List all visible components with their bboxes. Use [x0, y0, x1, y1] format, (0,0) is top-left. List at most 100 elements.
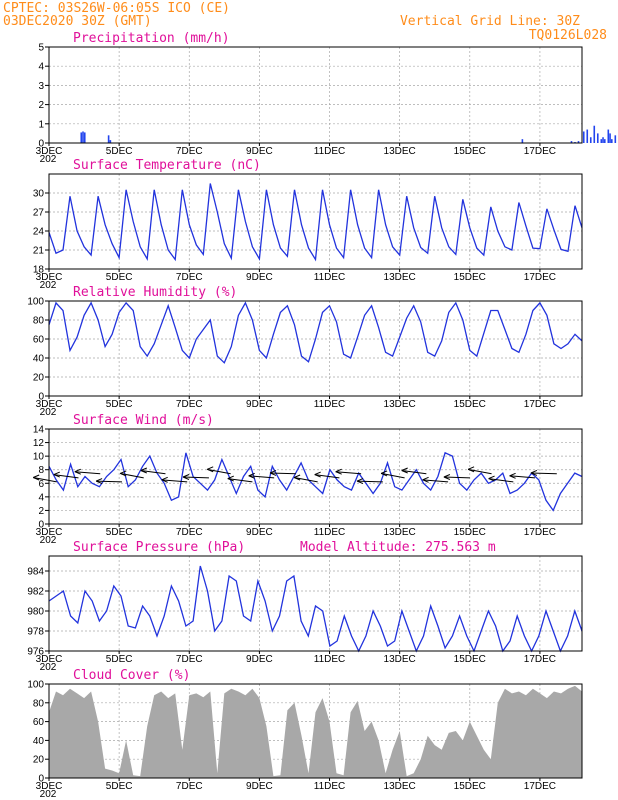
- x-tick-label: 3DEC: [36, 654, 63, 665]
- wind-arrow: [96, 480, 122, 483]
- y-tick-label: 0: [38, 520, 44, 531]
- x-tick-label: 5DEC: [106, 781, 133, 792]
- y-tick-label: 0: [38, 139, 44, 150]
- y-tick-label: 2: [38, 100, 44, 111]
- y-tick-label: 60: [33, 335, 45, 346]
- x-tick-label: 15DEC: [454, 654, 486, 665]
- wind-arrow-head: [207, 466, 214, 473]
- y-tick-label: 2: [38, 506, 44, 517]
- y-tick-label: 100: [27, 680, 44, 691]
- wind-arrow: [53, 474, 79, 479]
- y-tick-label: 978: [27, 627, 44, 638]
- panel-title: Surface Temperature (nC): [73, 158, 261, 173]
- x-tick-label: 7DEC: [176, 527, 203, 538]
- y-tick-label: 0: [38, 774, 44, 785]
- wind-arrow: [227, 478, 253, 483]
- wind-arrow: [381, 472, 405, 479]
- x-tick-label: 11DEC: [314, 399, 346, 410]
- x-tick-label: 11DEC: [314, 781, 346, 792]
- y-tick-label: 40: [33, 354, 45, 365]
- x-year-label: 202: [40, 662, 57, 673]
- plot-frame: [48, 683, 583, 779]
- model-altitude-label: Model Altitude: 275.563 m: [300, 540, 496, 555]
- y-tick-label: 60: [33, 717, 45, 728]
- plot-frame: [48, 555, 583, 652]
- x-year-label: 202: [40, 789, 57, 800]
- y-tick-label: 980: [27, 607, 44, 618]
- plot-frame: [48, 173, 583, 270]
- wind-arrow-head: [248, 472, 255, 479]
- precip-bar: [596, 133, 599, 143]
- wind-arrow: [314, 474, 340, 479]
- wind-arrow-head: [140, 467, 147, 474]
- precip-bar: [82, 131, 84, 143]
- x-tick-label: 9DEC: [246, 654, 273, 665]
- y-tick-label: 982: [27, 587, 44, 598]
- x-tick-label: 5DEC: [106, 399, 133, 410]
- wind-arrow-head: [422, 476, 429, 483]
- precip-bar: [586, 129, 589, 143]
- y-tick-label: 0: [38, 392, 44, 403]
- plot-frame: [48, 428, 583, 525]
- wind-arrow: [183, 476, 209, 479]
- wind-arrow-head: [314, 471, 321, 478]
- x-tick-label: 17DEC: [524, 654, 556, 665]
- y-tick-label: 3: [38, 81, 44, 92]
- wind-arrow: [33, 476, 57, 483]
- precip-bar: [582, 131, 585, 143]
- y-tick-label: 100: [27, 297, 44, 308]
- wind-arrow-head: [95, 478, 103, 485]
- x-tick-label: 3DEC: [36, 399, 63, 410]
- wind-arrow: [207, 468, 231, 475]
- x-tick-label: 13DEC: [384, 654, 416, 665]
- precip-bar: [80, 132, 83, 143]
- plot-frame: [48, 46, 583, 144]
- y-tick-label: 5: [38, 43, 44, 54]
- rh-line: [48, 301, 583, 364]
- x-tick-label: 7DEC: [176, 146, 203, 157]
- x-tick-label: 11DEC: [314, 146, 346, 157]
- y-tick-label: 18: [33, 265, 45, 276]
- x-tick-label: 7DEC: [176, 654, 203, 665]
- precip-bar: [611, 139, 613, 143]
- precip-bar: [603, 139, 606, 143]
- wind-arrow-head: [530, 469, 538, 476]
- x-tick-label: 11DEC: [314, 272, 346, 283]
- precip-bar: [614, 135, 617, 143]
- x-tick-label: 3DEC: [36, 272, 63, 283]
- wind-arrow-head: [467, 466, 475, 473]
- x-tick-label: 3DEC: [36, 527, 63, 538]
- panel-press: 976 978 980 982 984 3DEC 5DEC 7DEC 9DEC 11DEC 13DE…: [27, 540, 583, 673]
- x-tick-label: 7DEC: [176, 781, 203, 792]
- x-tick-label: 15DEC: [454, 781, 486, 792]
- x-tick-label: 11DEC: [314, 527, 346, 538]
- precip-bar: [577, 141, 580, 143]
- precip-bar: [609, 133, 611, 143]
- y-tick-label: 24: [33, 227, 45, 238]
- wind-arrow: [401, 470, 427, 475]
- wind-arrow-head: [120, 470, 127, 477]
- precip-bar: [570, 141, 573, 143]
- wind-arrow: [74, 471, 101, 475]
- x-tick-label: 15DEC: [454, 146, 486, 157]
- x-tick-label: 5DEC: [106, 272, 133, 283]
- y-tick-label: 80: [33, 698, 45, 709]
- y-tick-label: 27: [33, 208, 45, 219]
- press-line: [48, 565, 583, 653]
- panel-temp: 18 21 24 27 30 3DEC 5DEC 7DEC 9DEC 11DEC 13DEC 15DE…: [33, 158, 583, 291]
- y-tick-label: 984: [27, 567, 44, 578]
- temp-line: [48, 183, 583, 262]
- wind-arrow-head: [443, 474, 451, 480]
- wind-arrow: [422, 479, 449, 483]
- wind-arrow-head: [401, 467, 408, 474]
- wind-arrow-head: [227, 475, 234, 482]
- wind-arrow: [356, 480, 383, 483]
- panel-title: Relative Humidity (%): [73, 285, 237, 300]
- precip-bar: [107, 135, 110, 143]
- x-tick-label: 11DEC: [314, 654, 346, 665]
- x-tick-label: 3DEC: [36, 781, 63, 792]
- plot-frame: [48, 300, 583, 397]
- wind-arrow-head: [33, 474, 40, 481]
- wind-arrow-head: [488, 475, 495, 482]
